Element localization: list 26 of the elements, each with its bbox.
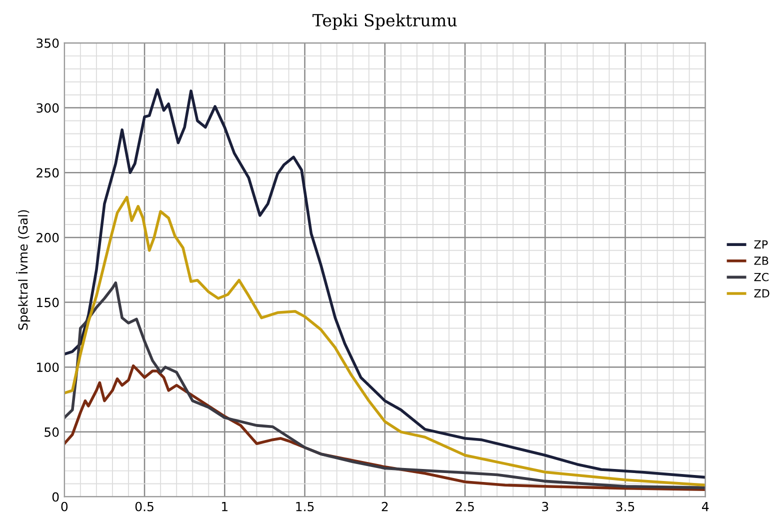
x-tick-label: 1 xyxy=(222,502,228,512)
legend-label: ZP xyxy=(754,240,768,248)
y-tick-label: 350 xyxy=(36,38,59,48)
x-tick-label: 2.5 xyxy=(456,502,474,512)
x-tick-label: 1.5 xyxy=(296,502,314,512)
y-tick-label: 150 xyxy=(37,298,59,308)
legend-label: ZC xyxy=(754,272,769,282)
legend-label: ZB xyxy=(754,256,768,265)
y-tick-label: 100 xyxy=(37,362,59,372)
x-tick-label: 3.5 xyxy=(616,502,634,512)
y-tick-label: 200 xyxy=(36,232,59,242)
y-tick-label: 50 xyxy=(44,427,59,437)
y-tick-label: 0 xyxy=(52,492,59,502)
x-tick-label: 0 xyxy=(61,502,68,512)
x-tick-label: 3 xyxy=(542,502,548,512)
y-tick-label: 250 xyxy=(36,168,59,178)
legend-label: ZD xyxy=(754,289,770,298)
line-series xyxy=(64,196,706,486)
x-tick-label: 0.5 xyxy=(135,502,154,512)
y-tick-label: 300 xyxy=(36,103,59,113)
line-series xyxy=(64,88,706,479)
chart-title: Tepki Spektrumu xyxy=(312,14,457,30)
x-tick-label: 4 xyxy=(702,502,709,512)
x-tick-label: 2 xyxy=(382,502,388,512)
line-series xyxy=(64,281,706,490)
y-axis-title: Spektral İvme (Gal) xyxy=(16,210,30,330)
